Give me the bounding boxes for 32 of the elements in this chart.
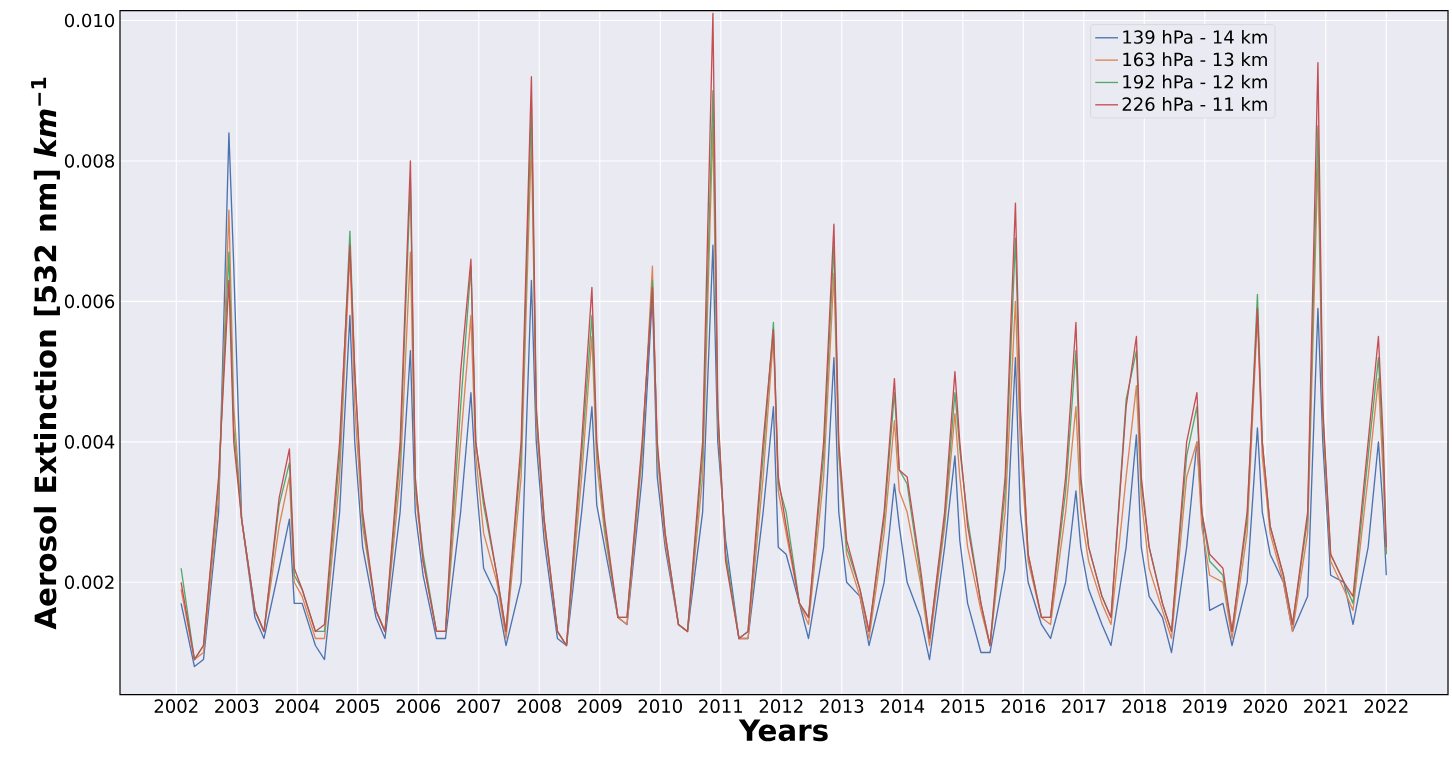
x-tick-label: 2007 — [457, 699, 501, 714]
y-tick-label: 0.010 — [64, 13, 115, 28]
x-tick-label: 2008 — [517, 699, 561, 714]
x-tick-label: 2004 — [275, 699, 320, 714]
x-tick-label: 2016 — [1001, 699, 1046, 714]
x-tick-label: 2022 — [1364, 699, 1408, 714]
x-tick-label: 2002 — [154, 699, 198, 714]
x-tick-label: 2017 — [1062, 699, 1106, 714]
x-tick-label: 2013 — [820, 699, 864, 714]
y-tick-label: 0.006 — [64, 294, 115, 309]
x-tick-label: 2005 — [336, 699, 380, 714]
legend-label: 192 hPa - 12 km — [1123, 74, 1267, 89]
y-axis-title: Aerosol Extinction [532 nm] km$^{−1}$ — [31, 77, 60, 630]
x-axis-title: Years — [738, 719, 828, 742]
x-tick-label: 2006 — [396, 699, 441, 714]
x-tick-label: 2012 — [759, 699, 803, 714]
x-tick-label: 2011 — [699, 699, 743, 714]
legend-label: 139 hPa - 14 km — [1123, 30, 1267, 45]
x-tick-label: 2019 — [1183, 699, 1227, 714]
x-tick-label: 2014 — [880, 699, 925, 714]
y-tick-label: 0.004 — [64, 435, 115, 449]
legend-label: 226 hPa - 11 km — [1122, 97, 1267, 112]
legend-label: 163 hPa - 13 km — [1123, 52, 1267, 67]
x-tick-label: 2003 — [215, 699, 259, 714]
y-tick-label: 0.002 — [64, 575, 114, 590]
x-tick-label: 2018 — [1122, 699, 1166, 714]
x-tick-label: 2020 — [1243, 699, 1287, 714]
x-tick-label: 2015 — [941, 699, 985, 714]
x-tick-label: 2021 — [1304, 699, 1348, 714]
x-tick-label: 2010 — [638, 699, 682, 714]
y-tick-label: 0.008 — [64, 154, 115, 168]
x-tick-label: 2009 — [578, 699, 622, 714]
